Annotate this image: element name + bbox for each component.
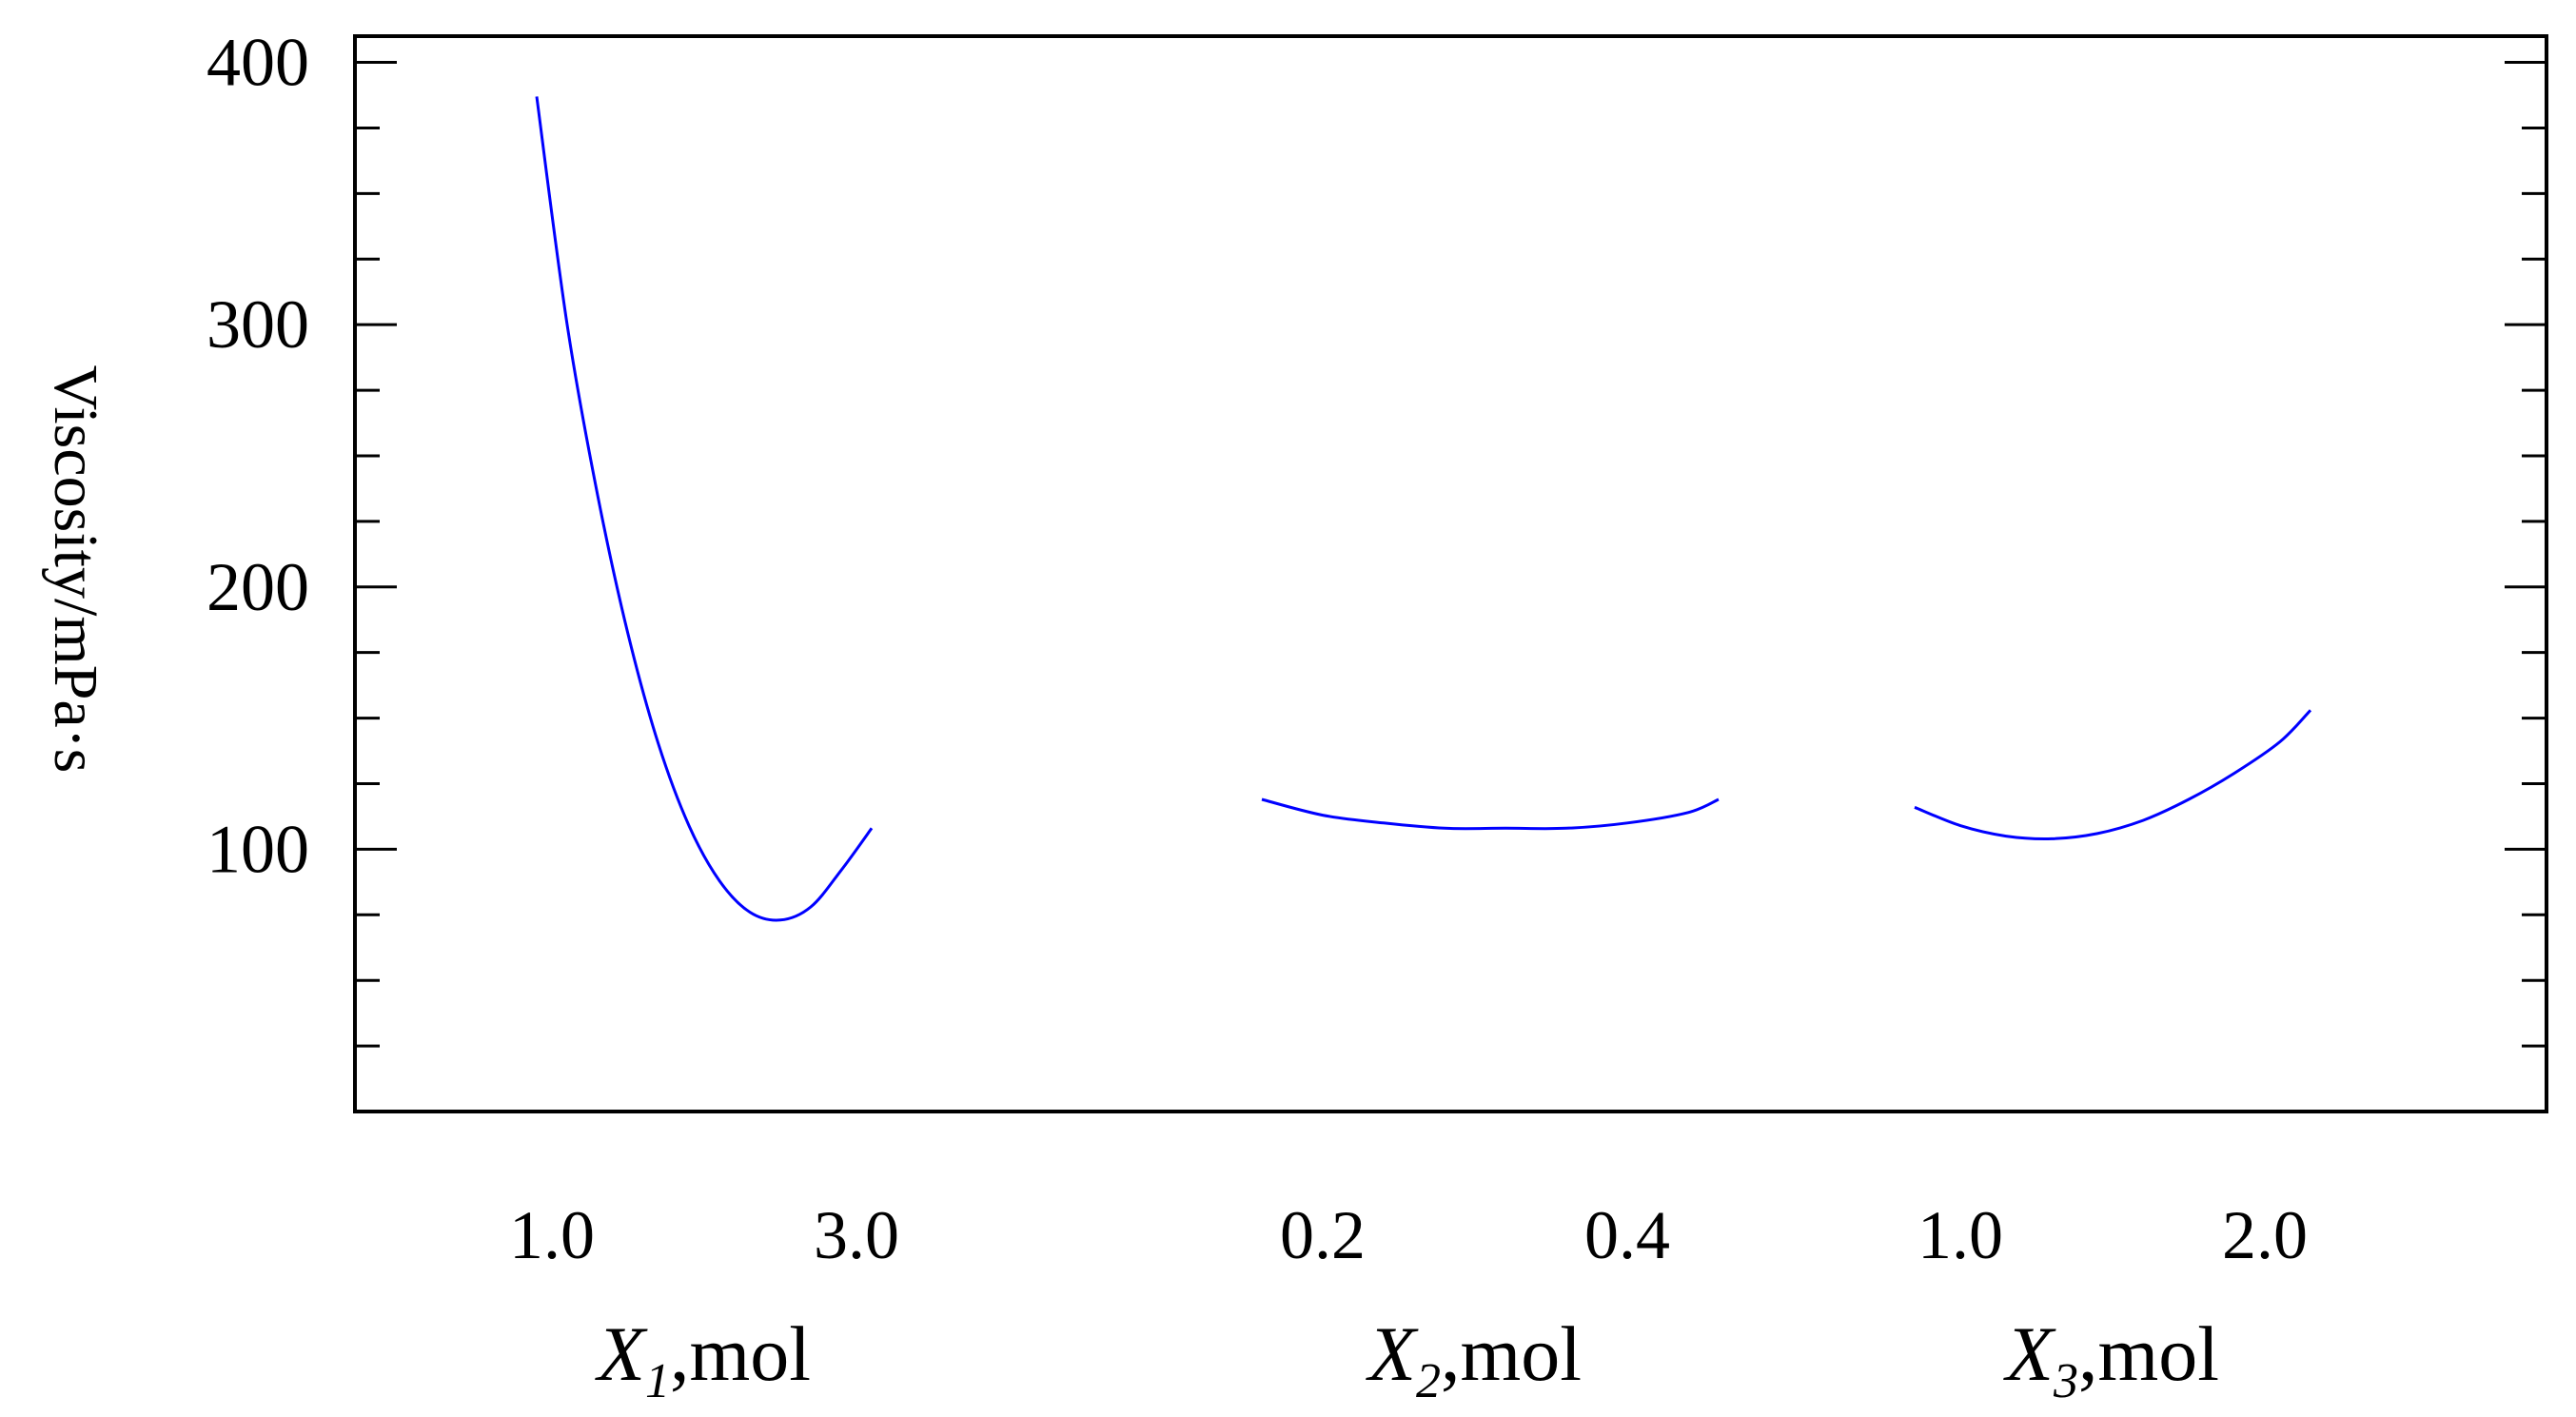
series-lines bbox=[535, 96, 2312, 922]
y-tick-label: 300 bbox=[206, 286, 309, 363]
x-tick-label: 3.0 bbox=[814, 1197, 899, 1273]
y-axis-label: Viscosity/mPa·s bbox=[41, 365, 110, 774]
series-line-x2 bbox=[1261, 797, 1720, 831]
x-tick-label: 0.2 bbox=[1280, 1197, 1366, 1273]
x-axis-label-2: X2,mol bbox=[1366, 1310, 1582, 1408]
y-axis-ticks bbox=[355, 61, 2547, 1048]
y-tick-label: 400 bbox=[206, 25, 309, 101]
x-label-unit: ,mol bbox=[2078, 1310, 2219, 1397]
x-label-variable: X bbox=[595, 1310, 648, 1397]
x-label-unit: ,mol bbox=[670, 1310, 811, 1397]
x-label-subscript: 3 bbox=[2053, 1354, 2078, 1408]
x-tick-label: 2.0 bbox=[2222, 1197, 2308, 1273]
plot-frame bbox=[353, 34, 2548, 1113]
x-axis-label-1: X1,mol bbox=[595, 1310, 811, 1408]
series-line-x1 bbox=[535, 96, 874, 922]
x-label-subscript: 1 bbox=[645, 1354, 670, 1408]
x-axis-tick-labels: 1.0 3.0 0.2 0.4 1.0 2.0 bbox=[509, 1197, 2308, 1273]
x-tick-label: 0.4 bbox=[1584, 1197, 1670, 1273]
x-label-variable: X bbox=[1366, 1310, 1419, 1397]
y-tick-label: 100 bbox=[206, 811, 309, 887]
y-tick-label: 200 bbox=[206, 549, 309, 625]
x-label-subscript: 2 bbox=[1416, 1354, 1441, 1408]
x-tick-label: 1.0 bbox=[509, 1197, 595, 1273]
x-axis-label-3: X3,mol bbox=[2003, 1310, 2219, 1408]
x-tick-label: 1.0 bbox=[1917, 1197, 2003, 1273]
x-label-unit: ,mol bbox=[1441, 1310, 1582, 1397]
x-label-variable: X bbox=[2003, 1310, 2056, 1397]
y-axis-tick-labels: 400 300 200 100 bbox=[206, 25, 309, 888]
x-axis-labels: X1,mol X2,mol X3,mol bbox=[595, 1310, 2219, 1408]
series-line-x3 bbox=[1914, 709, 2312, 840]
